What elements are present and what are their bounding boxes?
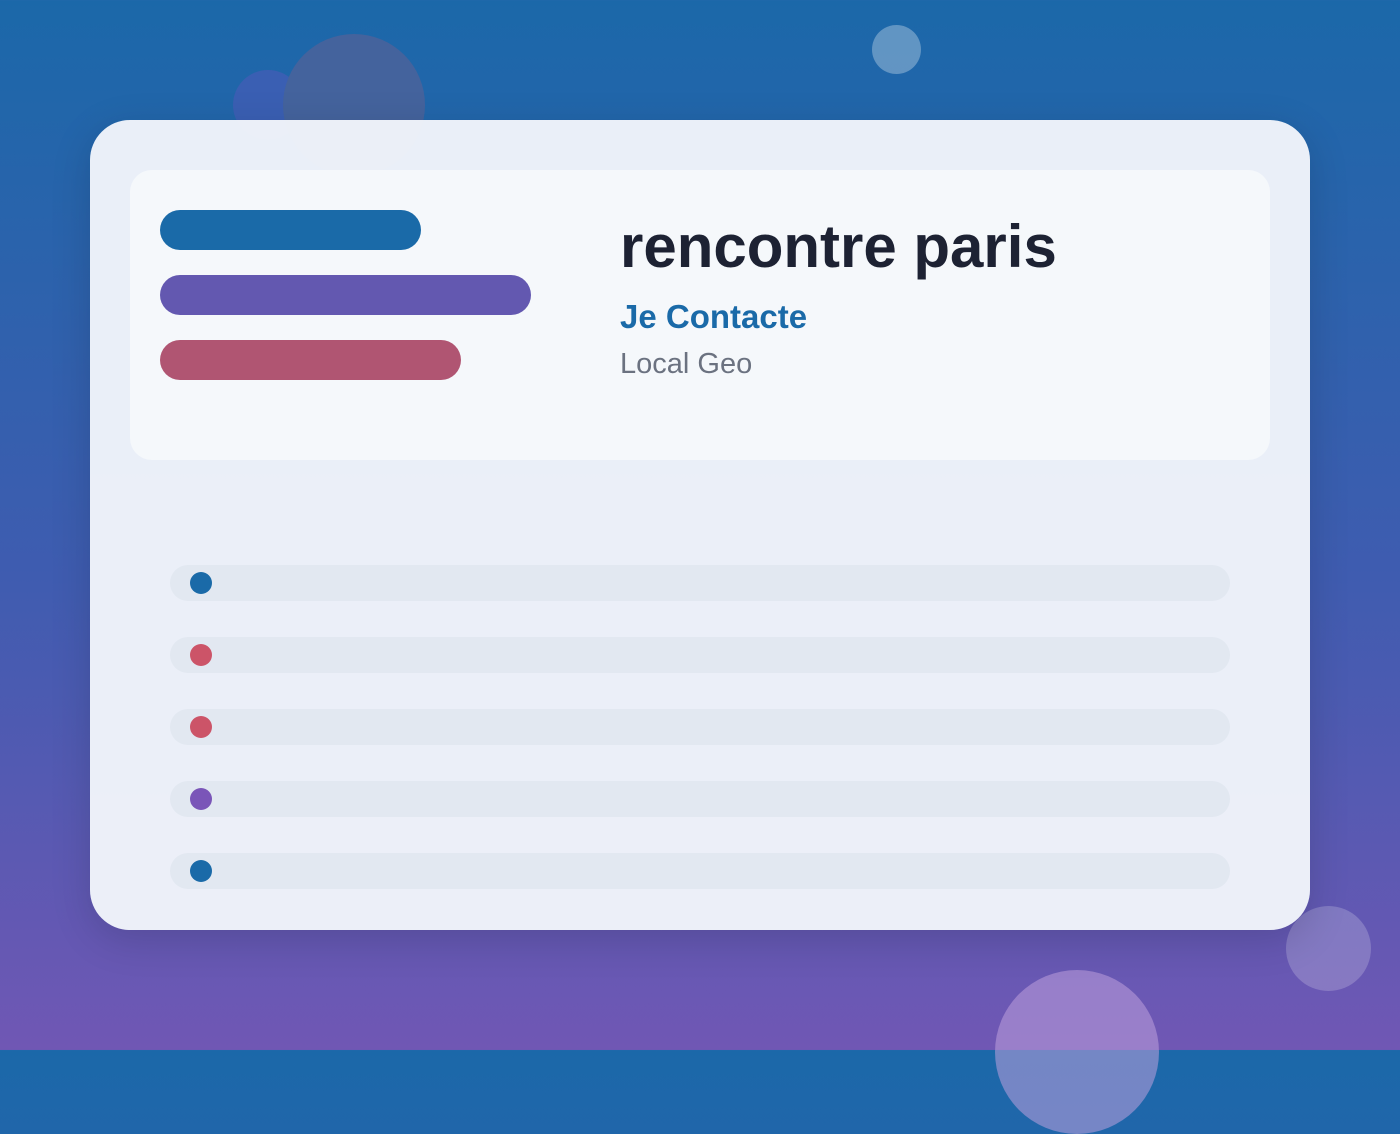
list-row <box>170 853 1230 889</box>
header-panel: rencontre paris Je Contacte Local Geo <box>130 170 1270 460</box>
list-row <box>170 709 1230 745</box>
dot <box>190 860 212 882</box>
list-row <box>170 781 1230 817</box>
bubble <box>995 970 1159 1134</box>
dot <box>190 572 212 594</box>
title: rencontre paris <box>620 213 1057 280</box>
decor-bar <box>160 210 421 250</box>
dot <box>190 788 212 810</box>
list-row <box>170 637 1230 673</box>
card: rencontre paris Je Contacte Local Geo <box>90 120 1310 930</box>
subtitle-link[interactable]: Je Contacte <box>620 298 808 335</box>
dot <box>190 716 212 738</box>
dot <box>190 644 212 666</box>
bubble <box>1286 906 1371 991</box>
decor-bar <box>160 275 531 315</box>
decor-bar <box>160 340 461 380</box>
tag: Local Geo <box>620 348 753 380</box>
bubble <box>872 25 921 74</box>
list-row <box>170 565 1230 601</box>
